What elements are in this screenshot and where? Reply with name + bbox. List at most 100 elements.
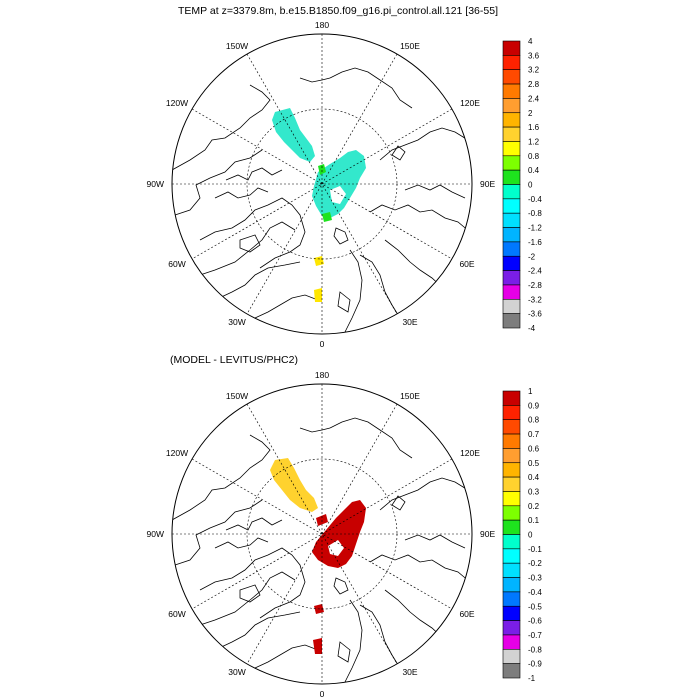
map-boundary-bottom <box>171 383 473 685</box>
colorbar-label: -1 <box>528 674 536 683</box>
colorbar-swatch <box>502 491 521 507</box>
lon-label-90w: 90W <box>147 529 164 539</box>
lon-label-120w: 120W <box>166 98 188 108</box>
greenland-sea-anomaly-2 <box>314 288 322 302</box>
colorbar-label: -1.6 <box>528 238 542 247</box>
lon-label-180: 180 <box>315 20 329 30</box>
colorbar-swatch <box>502 405 521 421</box>
colorbar-label: 0.1 <box>528 516 540 525</box>
lon-label-60w: 60W <box>168 609 185 619</box>
colorbar-swatch <box>502 255 521 271</box>
graticule-top <box>172 34 472 334</box>
colorbar-label: -0.1 <box>528 545 542 554</box>
colorbar-label: 0.7 <box>528 430 540 439</box>
lon-label-30e: 30E <box>402 667 417 677</box>
colorbar-label: -2 <box>528 252 536 261</box>
lon-label-90e: 90E <box>480 179 495 189</box>
colorbar-swatch <box>502 577 521 593</box>
lon-label-30e: 30E <box>402 317 417 327</box>
colorbar-swatch <box>502 648 521 664</box>
colorbar-swatch <box>502 663 521 679</box>
lon-labels-bottom: 180 0 90W 90E 150W 120W 150E 120E 60W 30… <box>147 370 496 699</box>
colorbar-label: -0.8 <box>528 645 542 654</box>
colorbar-label: 0.4 <box>528 473 540 482</box>
colorbar-label: -0.9 <box>528 660 542 669</box>
colorbar-label: -0.6 <box>528 617 542 626</box>
colorbar-swatch <box>502 270 521 286</box>
colorbar-label: 0.3 <box>528 487 540 496</box>
graticule-bottom <box>172 384 472 684</box>
colorbar-label: 1.2 <box>528 137 540 146</box>
colorbar-swatch <box>502 227 521 243</box>
colorbar-swatch <box>502 519 521 535</box>
colorbar-label: -0.7 <box>528 631 542 640</box>
colorbar-label: -3.6 <box>528 310 542 319</box>
colorbar-label: -0.4 <box>528 195 542 204</box>
lomonosov-anomaly-2 <box>322 212 332 222</box>
colorbar-swatch <box>502 141 521 157</box>
colorbar-swatch <box>502 112 521 128</box>
eurasian-basin-hole <box>330 186 346 204</box>
eurasian-basin-anomaly <box>312 500 366 568</box>
lon-label-60w: 60W <box>168 259 185 269</box>
lon-label-90e: 90E <box>480 529 495 539</box>
lon-label-60e: 60E <box>459 609 474 619</box>
eurasian-basin-hole <box>328 540 344 556</box>
colorbar-swatch <box>502 212 521 228</box>
colorbar-swatch <box>502 155 521 171</box>
colorbar-label: 0.4 <box>528 166 540 175</box>
colorbar-bottom: 1 0.9 0.8 0.7 0.6 0.5 0.4 0.3 0.2 0.1 0 -0.1 -0.2 -0.… <box>502 387 542 683</box>
map-content-top <box>172 34 472 334</box>
colorbar-label: -0.8 <box>528 209 542 218</box>
colorbar-swatch <box>502 591 521 607</box>
colorbar-swatch <box>502 505 521 521</box>
colorbar-label: 0 <box>528 531 533 540</box>
colorbar-label: 0.8 <box>528 416 540 425</box>
colorbar-label: 2.8 <box>528 80 540 89</box>
colorbar-label: 2 <box>528 109 533 118</box>
colorbar-swatch <box>502 476 521 492</box>
colorbar-label: 0.8 <box>528 152 540 161</box>
lon-label-90w: 90W <box>147 179 164 189</box>
colorbar-swatch <box>502 184 521 200</box>
colorbar-label: -0.4 <box>528 588 542 597</box>
lon-label-0: 0 <box>320 689 325 699</box>
colorbar-swatch <box>502 98 521 114</box>
colorbar-label: -0.3 <box>528 574 542 583</box>
map-content-bottom <box>172 384 472 684</box>
colorbar-label: 4 <box>528 37 533 46</box>
lon-label-180: 180 <box>315 370 329 380</box>
colorbar-swatch <box>502 462 521 478</box>
map-title-bottom: (MODEL - LEVITUS/PHC2) <box>170 354 298 366</box>
lon-label-120e: 120E <box>460 448 480 458</box>
colorbar-label: 0.6 <box>528 444 540 453</box>
shaded-regions-top <box>272 108 366 302</box>
lon-label-150e: 150E <box>400 41 420 51</box>
colorbar-label: -0.5 <box>528 602 542 611</box>
colorbar-swatch <box>502 198 521 214</box>
lon-label-30w: 30W <box>228 667 245 677</box>
colorbar-swatch <box>502 433 521 449</box>
lon-labels-top: 180 0 90W 90E 150W 120W 150E 120E 60W 30… <box>147 20 496 349</box>
colorbar-label: 0 <box>528 181 533 190</box>
colorbar-swatch <box>502 55 521 70</box>
colorbar-swatch <box>502 83 521 99</box>
lon-label-150e: 150E <box>400 391 420 401</box>
colorbar-label: 0.5 <box>528 459 540 468</box>
lon-label-120e: 120E <box>460 98 480 108</box>
colorbar-swatch <box>502 40 521 56</box>
lon-label-120w: 120W <box>166 448 188 458</box>
lon-label-0: 0 <box>320 339 325 349</box>
colorbar-label: -2.4 <box>528 267 542 276</box>
map-panel-top: TEMP at z=3379.8m, b.e15.B1850.f09_g16.p… <box>147 5 543 349</box>
colorbar-label: 0.2 <box>528 502 540 511</box>
colorbar-swatch <box>502 419 521 435</box>
colorbar-swatch <box>502 534 521 550</box>
colorbar-swatch <box>502 69 521 85</box>
colorbar-swatch <box>502 548 521 564</box>
colorbar-label: -4 <box>528 324 536 333</box>
map-boundary-top <box>171 33 473 335</box>
colorbar-label: 3.6 <box>528 51 540 60</box>
colorbar-swatch <box>502 284 521 300</box>
